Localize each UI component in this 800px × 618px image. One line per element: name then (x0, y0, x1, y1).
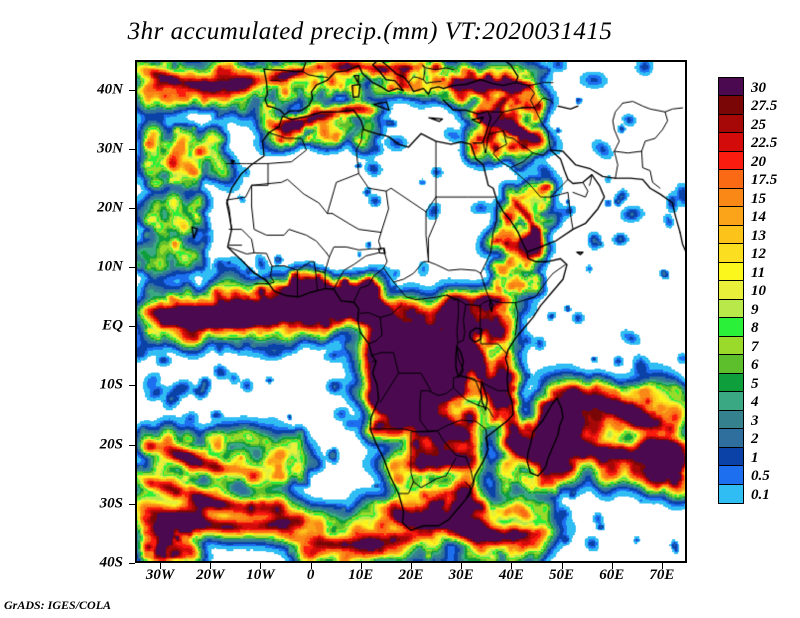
colorbar-swatch: 8 (718, 317, 759, 337)
colorbar-tick-label: 30 (751, 79, 766, 96)
x-tick (160, 563, 162, 569)
x-tick (260, 563, 262, 569)
colorbar-swatch: 2 (718, 428, 759, 448)
y-tick (129, 207, 135, 209)
colorbar-tick-label: 5 (751, 375, 759, 392)
colorbar-tick-label: 17.5 (751, 171, 778, 188)
x-tick (360, 563, 362, 569)
precipitation-map (137, 62, 685, 561)
y-axis-label: 10S (99, 376, 123, 393)
x-tick (661, 563, 663, 569)
x-axis-label: 60E (599, 567, 625, 583)
colorbar-swatch: 0.1 (718, 483, 770, 504)
x-tick (210, 563, 212, 569)
x-tick (511, 563, 513, 569)
y-axis-label: 20S (99, 436, 123, 453)
y-axis-label: 20N (97, 199, 123, 216)
x-axis-label: 20W (196, 567, 225, 583)
y-tick (129, 385, 135, 387)
colorbar-tick-label: 11 (751, 264, 766, 281)
colorbar-tick-label: 25 (751, 116, 766, 133)
colorbar-swatch: 17.5 (718, 169, 777, 189)
x-tick (561, 563, 563, 569)
colorbar-swatch: 11 (718, 261, 765, 282)
y-axis-label: 10N (97, 258, 123, 275)
colorbar-swatch: 27.5 (718, 95, 777, 115)
y-tick (129, 444, 135, 446)
y-tick (129, 148, 135, 150)
colorbar-tick-label: 0.5 (751, 467, 770, 484)
chart-title: 3hr accumulated precip.(mm) VT:202003141… (127, 18, 613, 45)
colorbar-swatch: 14 (718, 206, 766, 226)
colorbar-swatch: 13 (718, 224, 766, 245)
colorbar-tick-label: 1 (751, 449, 759, 466)
colorbar-swatch: 7 (718, 335, 759, 356)
colorbar-tick-label: 13 (751, 227, 766, 244)
colorbar-tick-label: 6 (751, 356, 759, 373)
colorbar-swatch: 20 (718, 150, 766, 171)
map-frame (135, 60, 687, 563)
colorbar-tick-label: 14 (751, 208, 766, 225)
colorbar-tick-label: 8 (751, 319, 759, 336)
colorbar-tick-label: 9 (751, 301, 759, 318)
colorbar-tick-label: 22.5 (751, 134, 778, 151)
y-axis-label: 30S (99, 495, 123, 512)
colorbar-tick-label: 0.1 (751, 486, 770, 503)
colorbar-swatch: 15 (718, 187, 766, 208)
colorbar-swatch: 3 (718, 409, 759, 430)
y-tick (129, 503, 135, 505)
footer-credit: GrADS: IGES/COLA (4, 598, 112, 612)
y-tick (129, 326, 135, 328)
colorbar-tick-label: 4 (751, 393, 759, 410)
x-tick (461, 563, 463, 569)
y-tick (129, 89, 135, 91)
x-axis-label: 0 (306, 567, 315, 583)
colorbar-tick-label: 10 (751, 282, 766, 299)
colorbar-swatch: 25 (718, 113, 766, 134)
colorbar-tick-label: 20 (751, 153, 766, 170)
y-axis-label: 30N (97, 140, 123, 157)
colorbar-swatch: 9 (718, 298, 759, 319)
colorbar: 30 27.5 25 22.5 20 17.5 15 14 13 12 11 10 9 8 7 6 5 4 3 2 1 0… (718, 76, 777, 504)
colorbar-below-min-arrow (718, 505, 744, 527)
x-axis-label: 50E (549, 567, 575, 583)
colorbar-swatch: 6 (718, 354, 759, 374)
y-axis-label: EQ (102, 317, 123, 334)
y-tick (129, 563, 135, 564)
colorbar-swatch: 1 (718, 446, 759, 467)
colorbar-tick-label: 3 (751, 412, 759, 429)
y-axis-label: 40S (99, 554, 123, 571)
x-tick (310, 563, 312, 569)
colorbar-swatch: 22.5 (718, 132, 777, 152)
colorbar-tick-label: 15 (751, 190, 766, 207)
colorbar-swatch: 30 (718, 76, 766, 97)
colorbar-tick-label: 7 (751, 338, 759, 355)
x-axis-label: 10E (348, 567, 374, 583)
colorbar-swatch: 0.5 (718, 465, 770, 485)
x-axis-label: 40E (498, 567, 524, 583)
colorbar-tick-label: 2 (751, 430, 759, 447)
x-axis-label: 70E (649, 567, 675, 583)
colorbar-swatch: 12 (718, 243, 766, 263)
y-axis-label: 40N (97, 81, 123, 98)
colorbar-swatch: 5 (718, 372, 759, 393)
colorbar-swatch: 4 (718, 391, 759, 411)
y-tick (129, 267, 135, 269)
x-tick (411, 563, 412, 569)
x-axis-label: 30E (448, 567, 474, 583)
colorbar-tick-label: 12 (751, 245, 766, 262)
x-axis-label: 10W (246, 567, 275, 583)
x-tick (611, 563, 613, 569)
plot-area: 30W 20W 10W 0 10E 20E 30E 40E 50E 60E 70E 40N 30N 20… (97, 60, 687, 583)
x-axis-label: 30W (145, 567, 175, 583)
colorbar-swatch: 10 (718, 280, 766, 300)
colorbar-tick-label: 27.5 (751, 97, 778, 114)
x-axis-label: 20E (398, 567, 424, 583)
